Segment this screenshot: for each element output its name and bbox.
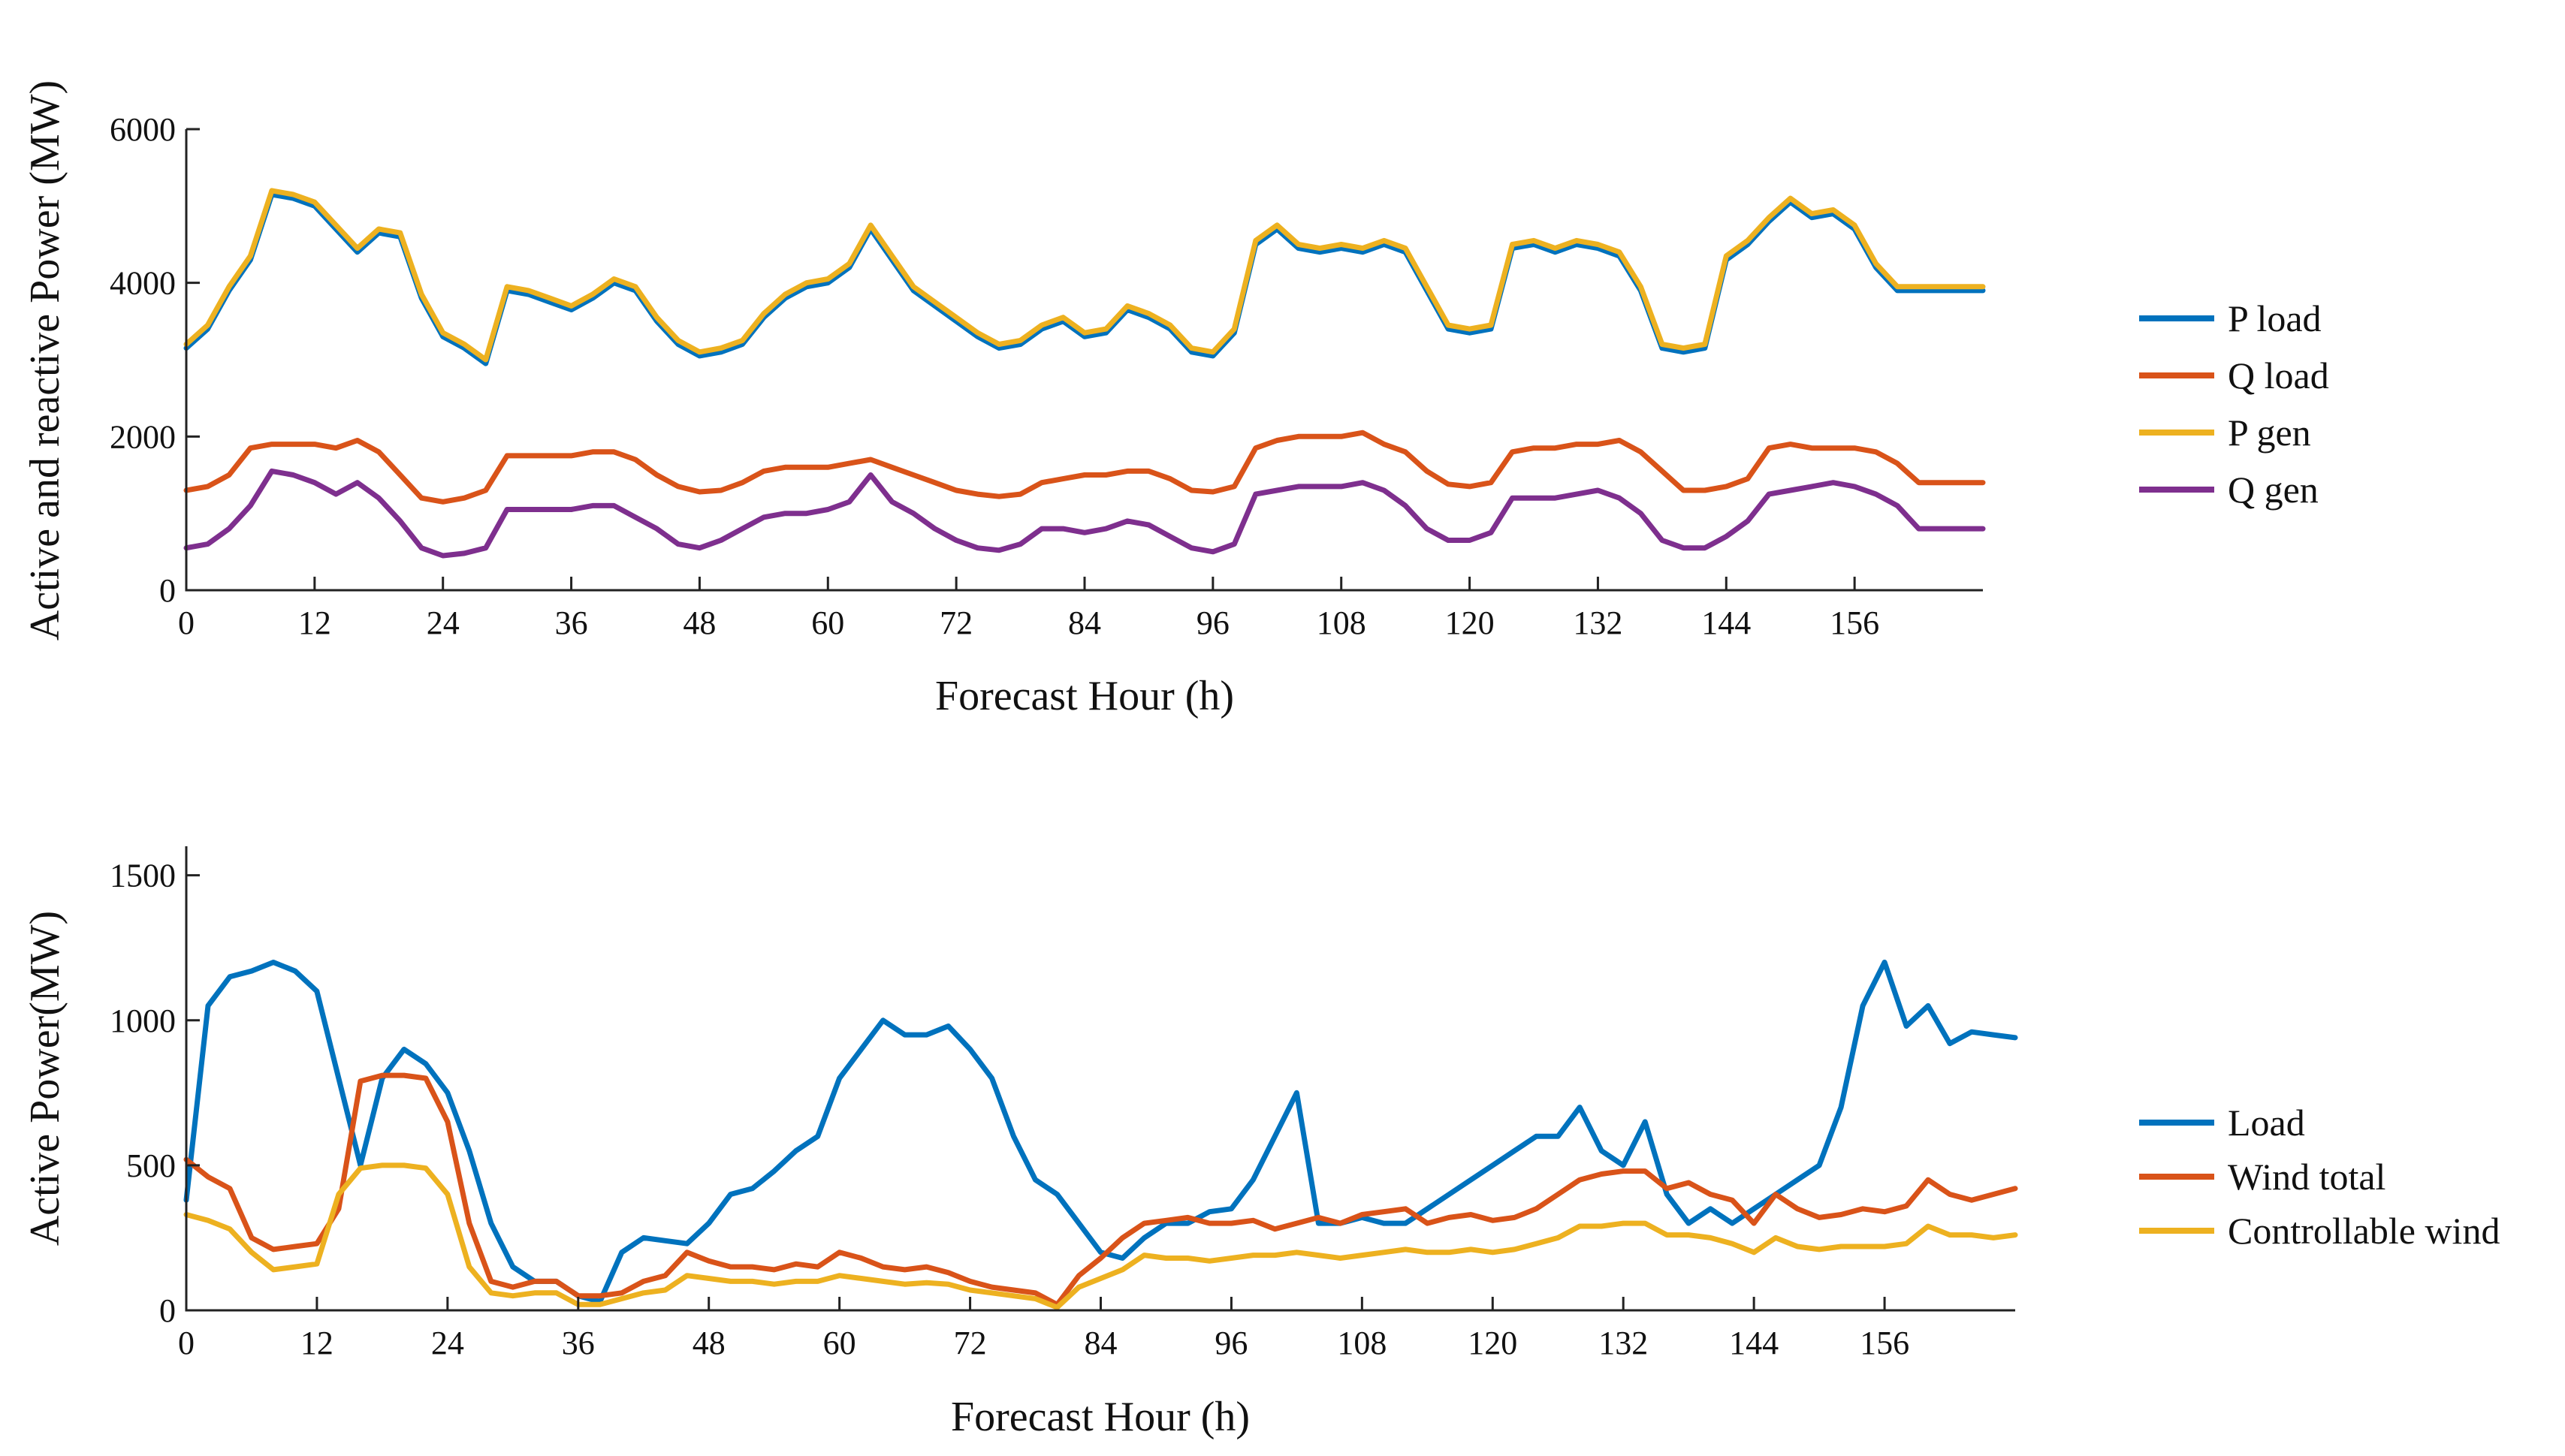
- chart-bottom-x-tick-label: 144: [1729, 1325, 1779, 1361]
- chart-bottom-x-tick-label: 96: [1215, 1325, 1248, 1361]
- chart-top-series-p-load: [183, 191, 1986, 366]
- chart-top-legend: P load Q load P gen Q gen: [2139, 297, 2329, 511]
- legend-label-q-gen: Q gen: [2228, 469, 2319, 511]
- chart-bottom-y-ticks: 0 500 1000 1500: [110, 858, 200, 1329]
- chart-bottom-series-controllable-wind: [183, 1162, 2018, 1310]
- chart-top-x-tick-label: 96: [1196, 604, 1230, 641]
- chart-bottom-x-axis-label: Forecast Hour (h): [951, 1394, 1250, 1440]
- chart-bottom-series-load: [183, 960, 2018, 1304]
- chart-top-x-tick-label: 24: [427, 604, 460, 641]
- chart-top-y-tick-label: 6000: [110, 111, 176, 148]
- chart-top-x-tick-label: 60: [811, 604, 844, 641]
- legend-label-p-load: P load: [2228, 297, 2322, 339]
- legend-label-q-load: Q load: [2228, 354, 2329, 396]
- chart-bottom-x-tick-label: 60: [823, 1325, 856, 1361]
- chart-top: 0 12 24 36 48 60 72 84 96 108 120 132 144 156 0 2000 40…: [22, 80, 2329, 719]
- chart-bottom-y-tick-label: 1000: [110, 1002, 176, 1039]
- chart-top-x-tick-label: 120: [1445, 604, 1495, 641]
- legend-label-p-gen: P gen: [2228, 411, 2311, 454]
- chart-bottom-x-tick-label: 156: [1860, 1325, 1909, 1361]
- chart-bottom-legend: Load Wind total Controllable wind: [2139, 1102, 2500, 1252]
- chart-bottom-x-tick-label: 72: [954, 1325, 987, 1361]
- chart-top-x-tick-label: 36: [555, 604, 588, 641]
- chart-top-x-ticks: 0 12 24 36 48 60 72 84 96 108 120 132 144 156: [178, 577, 1879, 641]
- chart-bottom-x-tick-label: 132: [1598, 1325, 1648, 1361]
- chart-top-x-tick-label: 12: [298, 604, 331, 641]
- chart-top-x-tick-label: 84: [1068, 604, 1101, 641]
- chart-top-y-ticks: 0 2000 4000 6000: [110, 111, 200, 609]
- chart-top-axis-frame: [185, 129, 1983, 592]
- chart-top-series-q-load: [183, 430, 1986, 505]
- chart-top-series-q-gen: [183, 468, 1986, 559]
- chart-top-x-tick-label: 156: [1830, 604, 1879, 641]
- chart-bottom-x-tick-label: 0: [178, 1325, 195, 1361]
- chart-top-y-tick-label: 2000: [110, 418, 176, 455]
- chart-top-y-axis-label: Active and reactive Power (MW): [22, 80, 68, 641]
- chart-top-y-tick-label: 0: [159, 572, 176, 609]
- chart-top-x-tick-label: 108: [1317, 604, 1366, 641]
- chart-top-x-tick-label: 72: [940, 604, 973, 641]
- chart-bottom-y-tick-label: 1500: [110, 858, 176, 894]
- legend-label-wind-total: Wind total: [2228, 1156, 2385, 1198]
- chart-top-x-tick-label: 0: [178, 604, 195, 641]
- legend-label-load: Load: [2228, 1102, 2305, 1144]
- chart-bottom-x-ticks: 0 12 24 36 48 60 72 84 96 108 120 132 144 156: [178, 1297, 1909, 1361]
- chart-bottom-y-axis-label: Active Power(MW): [22, 911, 68, 1246]
- chart-bottom-series-wind-total: [183, 1072, 2018, 1307]
- chart-top-x-tick-label: 48: [683, 604, 716, 641]
- chart-bottom-y-tick-label: 0: [159, 1292, 176, 1329]
- chart-top-y-tick-label: 4000: [110, 265, 176, 302]
- chart-bottom-x-tick-label: 84: [1085, 1325, 1118, 1361]
- chart-bottom-x-tick-label: 12: [300, 1325, 333, 1361]
- chart-bottom-x-tick-label: 48: [693, 1325, 726, 1361]
- legend-label-controllable-wind: Controllable wind: [2228, 1210, 2500, 1252]
- chart-top-x-tick-label: 144: [1701, 604, 1751, 641]
- chart-bottom-x-tick-label: 108: [1337, 1325, 1387, 1361]
- chart-top-series-p-gen: [183, 188, 1986, 363]
- chart-bottom-series-group: [183, 960, 2018, 1310]
- chart-top-x-axis-label: Forecast Hour (h): [935, 673, 1234, 719]
- chart-bottom-x-tick-label: 24: [431, 1325, 464, 1361]
- chart-top-x-tick-label: 132: [1573, 604, 1622, 641]
- chart-bottom-y-tick-label: 500: [126, 1147, 176, 1184]
- chart-bottom: 0 12 24 36 48 60 72 84 96 108 120 132 144 156 0 500 100…: [22, 846, 2500, 1440]
- chart-bottom-x-tick-label: 120: [1468, 1325, 1517, 1361]
- chart-top-series-group: [183, 188, 1986, 559]
- chart-bottom-x-tick-label: 36: [562, 1325, 595, 1361]
